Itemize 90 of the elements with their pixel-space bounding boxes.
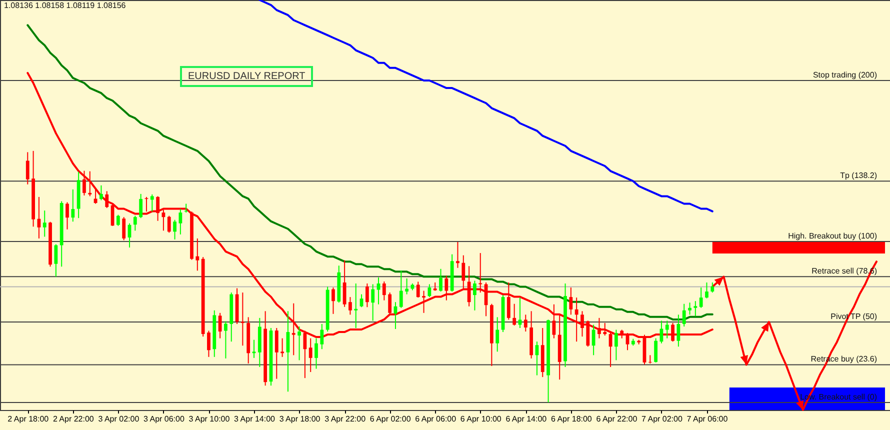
candlestick	[456, 241, 460, 268]
candlestick	[694, 300, 698, 317]
candlestick	[274, 328, 278, 380]
candlestick	[676, 314, 680, 348]
candlestick	[524, 314, 528, 332]
candlestick	[478, 252, 482, 294]
x-tick-label: 7 Apr 06:00	[686, 414, 728, 424]
x-tick-label: 3 Apr 02:00	[98, 414, 140, 424]
candlestick	[178, 208, 182, 235]
candlestick	[444, 275, 448, 301]
x-tick-label: 3 Apr 06:00	[143, 414, 185, 424]
ref-line-label: Pivot TP (50)	[830, 312, 878, 321]
x-tick-label: 3 Apr 14:00	[234, 414, 276, 424]
x-tick-label: 2 Apr 22:00	[52, 414, 94, 424]
candlestick	[133, 215, 137, 232]
candlestick	[682, 303, 686, 327]
candlestick	[82, 170, 86, 196]
ref-line-label: Stop trading (200)	[812, 70, 878, 80]
candlestick	[506, 282, 510, 320]
candlestick	[405, 278, 408, 295]
candlestick	[332, 287, 335, 314]
candlestick	[416, 281, 420, 298]
candlestick	[105, 190, 109, 209]
candlestick	[648, 354, 652, 364]
x-tick-label: 7 Apr 02:00	[642, 414, 683, 424]
candlestick	[614, 329, 618, 361]
candlestick	[240, 292, 244, 346]
candlestick	[665, 320, 669, 339]
candlestick	[224, 320, 228, 359]
candlestick	[280, 338, 284, 358]
candlestick	[592, 324, 596, 356]
candlestick	[320, 323, 324, 350]
candlestick	[122, 216, 126, 241]
candlestick	[462, 254, 466, 290]
candlestick	[354, 282, 358, 328]
candlestick	[173, 219, 176, 240]
candlestick	[94, 188, 98, 204]
candlestick	[371, 284, 375, 322]
candlestick	[710, 282, 714, 294]
x-tick-label: 3 Apr 18:00	[279, 414, 321, 424]
chart-title: EURUSD DAILY REPORT	[180, 66, 314, 87]
x-tick-label: 2 Apr 18:00	[8, 414, 50, 424]
x-tick-label: 6 Apr 18:00	[550, 414, 592, 424]
candlestick	[360, 294, 364, 308]
candlestick	[139, 193, 143, 219]
candlestick	[512, 303, 516, 326]
candlestick	[54, 244, 58, 278]
candlestick	[26, 152, 30, 185]
x-tick-label: 3 Apr 22:00	[324, 414, 366, 424]
x-tick-label: 3 Apr 10:00	[188, 414, 230, 424]
candlestick	[688, 302, 692, 316]
candlestick	[365, 282, 369, 308]
x-tick-label: 6 Apr 10:00	[460, 414, 502, 424]
candlestick	[467, 266, 471, 307]
candlestick	[382, 280, 386, 301]
candlestick	[705, 282, 708, 299]
text: 1.08136 1.08158 1.08119 1.08156	[4, 1, 126, 11]
candlestick	[150, 194, 154, 212]
candlestick	[399, 270, 403, 308]
x-tick-label: 6 Apr 02:00	[370, 414, 412, 424]
candlestick	[196, 238, 200, 272]
candlestick	[298, 326, 301, 361]
candlestick	[66, 202, 69, 230]
candlestick	[144, 196, 148, 212]
candlestick	[496, 316, 500, 352]
candlestick	[156, 196, 160, 222]
candlestick	[473, 280, 476, 311]
ref-line-label: Tp (138.2)	[840, 171, 878, 180]
x-tick-label: 6 Apr 06:00	[415, 414, 457, 424]
candlestick	[167, 215, 171, 234]
candlestick	[348, 296, 352, 316]
candlestick	[308, 338, 312, 373]
candlestick	[376, 276, 380, 305]
candlestick	[654, 338, 658, 363]
candlestick	[314, 338, 318, 370]
x-tick-label: 6 Apr 22:00	[596, 414, 638, 424]
candlestick	[71, 188, 75, 222]
candlestick	[116, 214, 120, 226]
x-tick-label: 6 Apr 14:00	[506, 414, 548, 424]
candlestick	[439, 268, 442, 292]
candlestick	[207, 330, 210, 358]
ref-line-label: High. Breakout buy (100)	[788, 231, 878, 240]
candlestick	[699, 287, 703, 308]
candlestick	[100, 184, 103, 201]
candlestick	[88, 170, 92, 197]
candlestick	[428, 284, 432, 298]
candlestick	[42, 210, 46, 238]
candlestick	[569, 287, 573, 316]
candlestick	[388, 292, 392, 316]
candlestick	[422, 290, 426, 314]
